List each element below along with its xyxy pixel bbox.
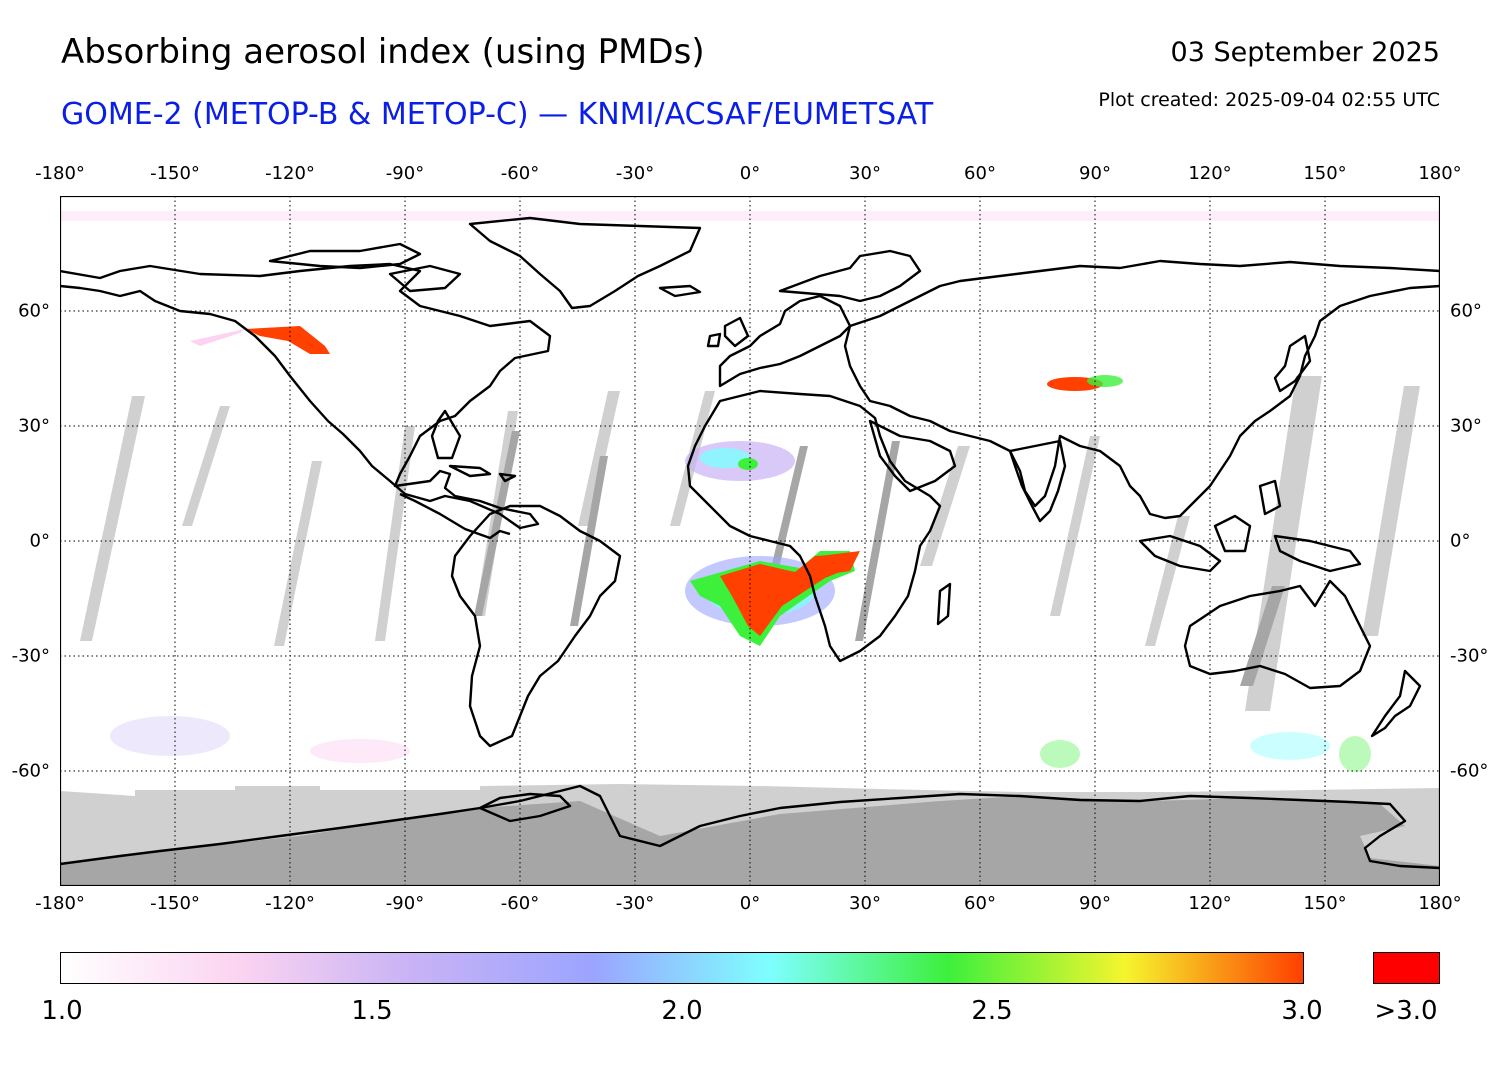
lat-tick-label: -60° [1450,760,1489,782]
colorbar-over-swatch [1373,952,1440,984]
colorbar-tick-over: >3.0 [1374,996,1438,1026]
coast-australia [1183,579,1372,690]
lon-tick-label: 120° [1188,893,1232,914]
lat-tick-label: 30° [18,415,50,437]
aerosol-plumes [60,211,1440,772]
lon-tick-label: -150° [150,163,200,184]
lon-tick-label: 90° [1079,163,1111,184]
coast-antarctica [60,784,1440,870]
coast-south-america [450,504,622,748]
lon-tick-label: 30° [849,893,881,914]
lon-tick-label: 120° [1188,163,1232,184]
lon-tick-label: 0° [739,163,761,184]
world-map [60,196,1440,886]
lon-tick-label: -60° [500,163,540,184]
plot-created-text: Plot created: 2025-09-04 02:55 UTC [1098,89,1440,111]
lon-tick-label: -30° [615,163,655,184]
map-title: Absorbing aerosol index (using PMDs) [61,32,705,72]
coastlines [60,216,1440,870]
lon-tick-label: -150° [150,893,200,914]
colorbar-tick-3-0: 3.0 [1281,996,1323,1026]
colorbar-tick-1-5: 1.5 [351,996,393,1026]
coast-greenland [468,216,702,310]
lat-tick-label: 30° [1450,415,1482,437]
lon-tick-label: -120° [265,163,315,184]
lon-tick-label: 0° [739,893,761,914]
coast-europe [718,294,852,388]
coast-africa [686,389,942,663]
lon-tick-label: -30° [615,893,655,914]
lon-tick-label: -90° [385,163,425,184]
lon-tick-label: -90° [385,893,425,914]
lon-tick-label: 60° [964,893,996,914]
lon-tick-label: 150° [1303,163,1347,184]
lon-tick-label: 180° [1418,163,1462,184]
colorbar-tick-2-5: 2.5 [971,996,1013,1026]
coast-north-america [60,262,552,530]
lon-tick-label: 180° [1418,893,1462,914]
lat-tick-label: -60° [11,760,50,782]
lon-tick-label: 60° [964,163,996,184]
map-date: 03 September 2025 [1170,37,1440,68]
coast-asia [843,259,1440,520]
lat-tick-label: 60° [1450,300,1482,322]
lat-tick-label: -30° [11,645,50,667]
lat-tick-label: 60° [18,300,50,322]
lat-tick-label: 0° [1450,530,1471,552]
lat-tick-label: -30° [1450,645,1489,667]
lon-tick-label: -60° [500,893,540,914]
map-subtitle: GOME-2 (METOP-B & METOP-C) — KNMI/ACSAF/… [61,97,934,132]
graticule [60,196,1440,886]
lon-tick-label: 30° [849,163,881,184]
lon-tick-label: 90° [1079,893,1111,914]
lon-tick-label: -180° [35,893,85,914]
map-frame [60,196,1440,886]
lon-tick-label: -180° [35,163,85,184]
colorbar-tick-1-0: 1.0 [41,996,83,1026]
colorbar-tick-2-0: 2.0 [661,996,703,1026]
lon-tick-label: -120° [265,893,315,914]
lon-tick-label: 150° [1303,893,1347,914]
lat-tick-label: 0° [29,530,50,552]
colorbar-gradient [60,952,1304,984]
